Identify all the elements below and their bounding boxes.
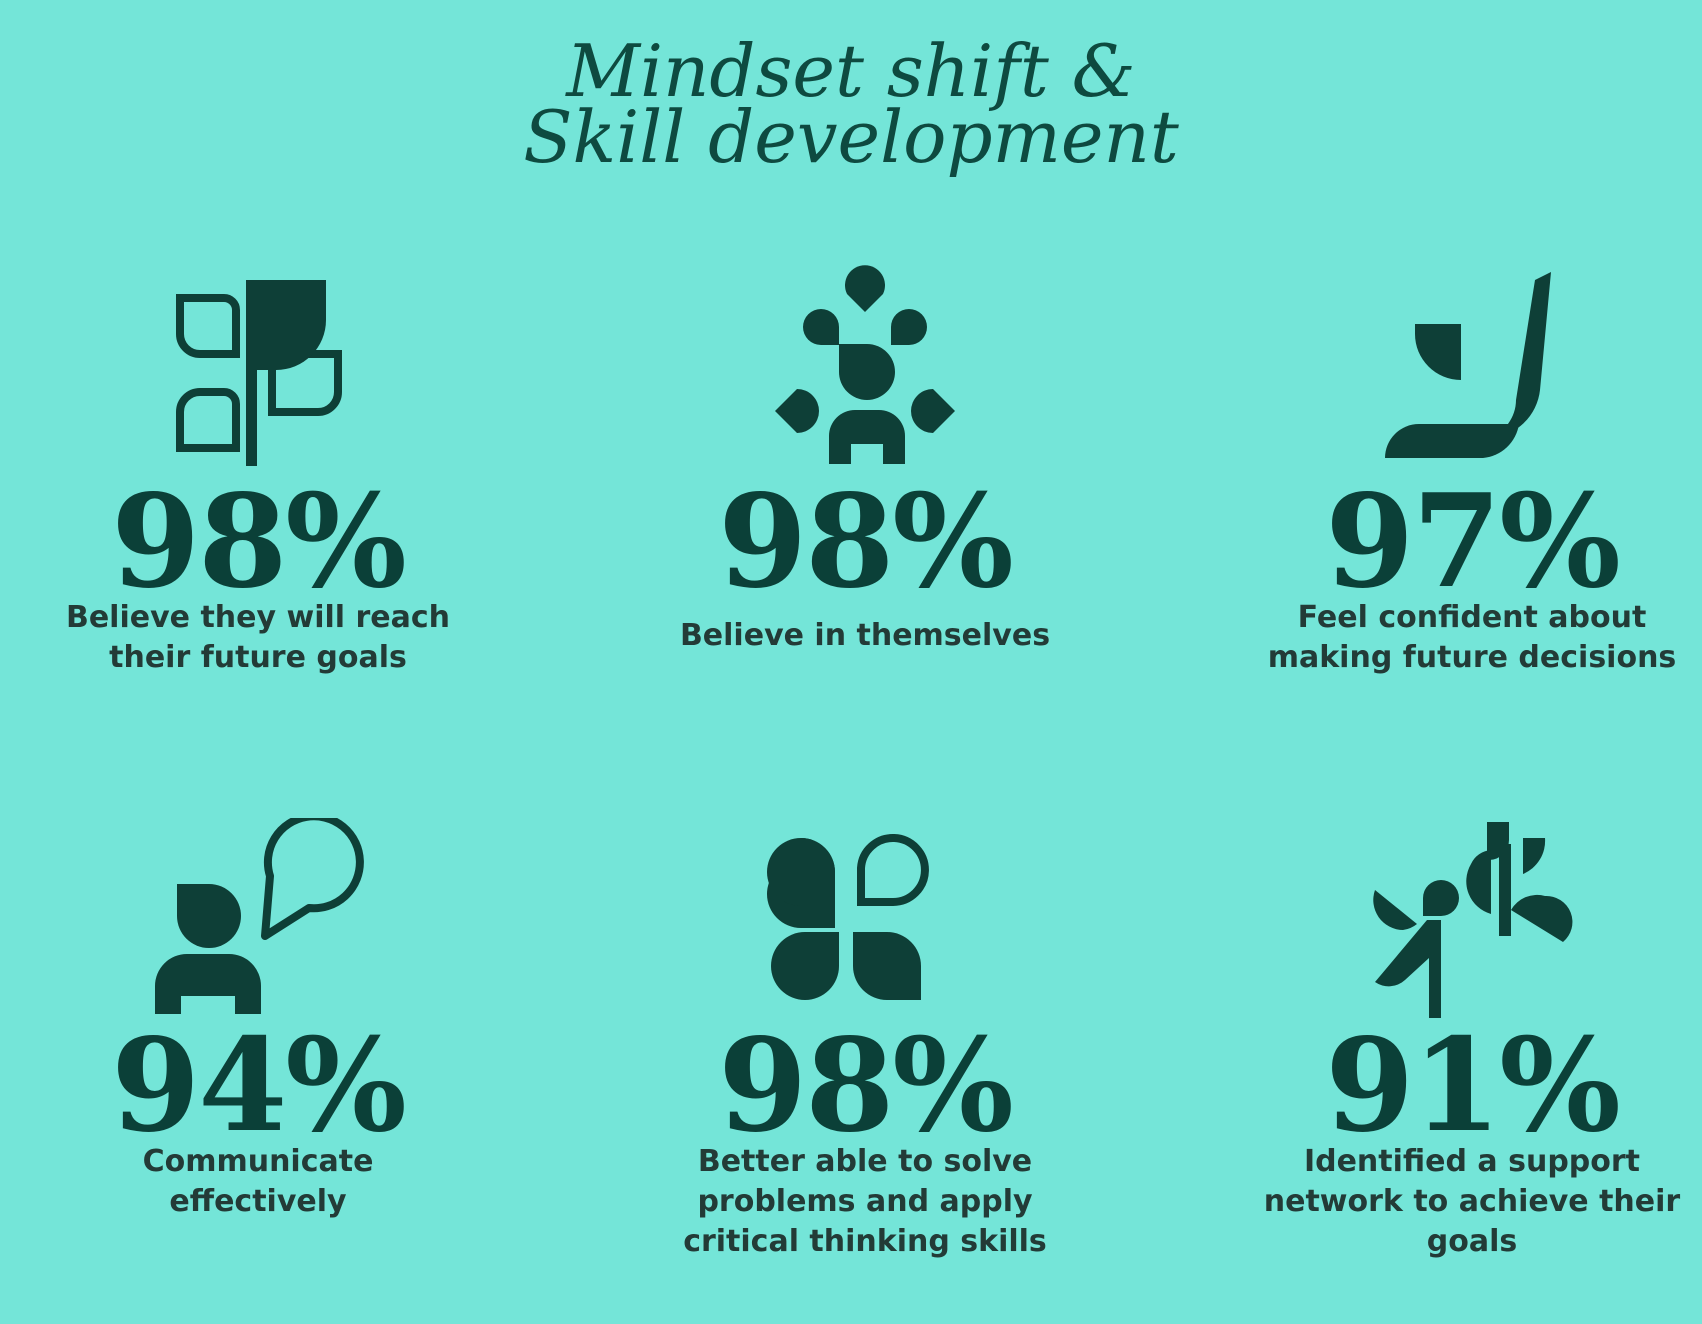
stat-value: 98%: [718, 1011, 1014, 1161]
stat-value: 98%: [718, 467, 1014, 617]
title-line-1: Mindset shift &: [566, 29, 1136, 113]
stat-label: Better able to solve problems and apply …: [683, 1144, 1047, 1259]
problem-solving-shapes-icon: [765, 832, 965, 1018]
stat-value: 91%: [1325, 1011, 1621, 1161]
support-network-figures-icon: [1367, 818, 1577, 1018]
stat-value: 97%: [1325, 467, 1621, 617]
stat-value: 98%: [111, 467, 407, 617]
person-speech-bubble-icon: [143, 818, 373, 1014]
stat-card-problem-solving: 98% Better able to solve problems and ap…: [585, 818, 1145, 1259]
growing-plant-icon: [168, 270, 348, 470]
stat-card-confident-decisions: 97% Feel confident about making future d…: [1192, 260, 1702, 700]
stat-label: Communicate effectively: [142, 1144, 374, 1219]
stat-label: Identified a support network to achieve …: [1263, 1144, 1681, 1259]
stat-card-support-network: 91% Identified a support network to achi…: [1192, 818, 1702, 1259]
stat-label: Believe they will reach their future goa…: [65, 600, 451, 675]
stat-card-communicate: 94% Communicate effectively: [0, 818, 538, 1258]
stat-card-believe-in-themselves: 98% Believe in themselves: [585, 260, 1145, 700]
stat-label: Feel confident about making future decis…: [1267, 600, 1677, 675]
page-title: Mindset shift & Skill development: [0, 29, 1702, 179]
stat-value: 94%: [111, 1011, 407, 1161]
title-line-2: Skill development: [523, 95, 1179, 179]
stat-card-future-goals: 98% Believe they will reach their future…: [0, 260, 538, 700]
confident-stroke-icon: [1377, 272, 1567, 462]
person-radiating-icon: [745, 264, 985, 464]
stat-label: Believe in themselves: [679, 618, 1051, 653]
